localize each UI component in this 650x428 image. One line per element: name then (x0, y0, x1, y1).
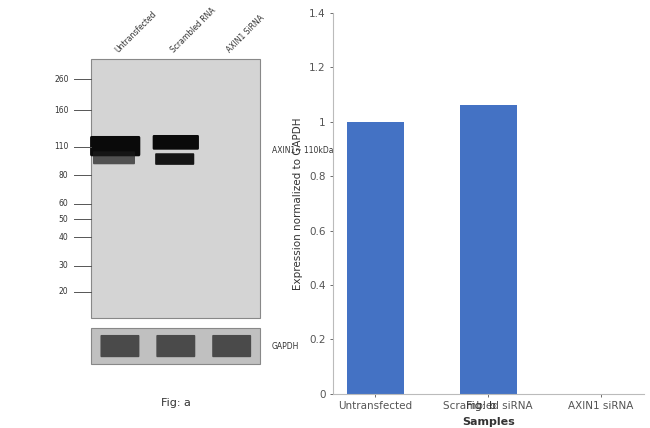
FancyBboxPatch shape (157, 335, 195, 357)
Text: 160: 160 (54, 106, 69, 115)
Text: 80: 80 (59, 171, 69, 180)
FancyBboxPatch shape (153, 135, 199, 150)
Text: Untransfected: Untransfected (114, 10, 159, 55)
Text: AXIN1~ 110kDa: AXIN1~ 110kDa (272, 146, 333, 155)
FancyBboxPatch shape (93, 152, 135, 164)
Y-axis label: Expression normalized to GAPDH: Expression normalized to GAPDH (293, 117, 304, 290)
FancyBboxPatch shape (101, 335, 139, 357)
Text: AXIN1 SiRNA: AXIN1 SiRNA (226, 14, 266, 55)
Text: GAPDH: GAPDH (272, 342, 299, 351)
Bar (91, 328, 261, 364)
FancyBboxPatch shape (90, 136, 140, 156)
Text: 260: 260 (54, 75, 69, 84)
Text: 20: 20 (59, 287, 69, 296)
Bar (347, 122, 404, 394)
X-axis label: Samples: Samples (462, 417, 515, 427)
Text: Fig: b: Fig: b (466, 401, 496, 411)
Bar (460, 105, 517, 394)
Text: 110: 110 (54, 142, 69, 151)
Bar (91, 59, 261, 318)
Text: 50: 50 (59, 215, 69, 224)
Text: 60: 60 (59, 199, 69, 208)
Text: 30: 30 (59, 261, 69, 270)
FancyBboxPatch shape (212, 335, 251, 357)
FancyBboxPatch shape (155, 153, 194, 165)
Text: 40: 40 (59, 233, 69, 242)
Text: Fig: a: Fig: a (161, 398, 190, 408)
Text: Scrambled RNA: Scrambled RNA (170, 6, 218, 55)
